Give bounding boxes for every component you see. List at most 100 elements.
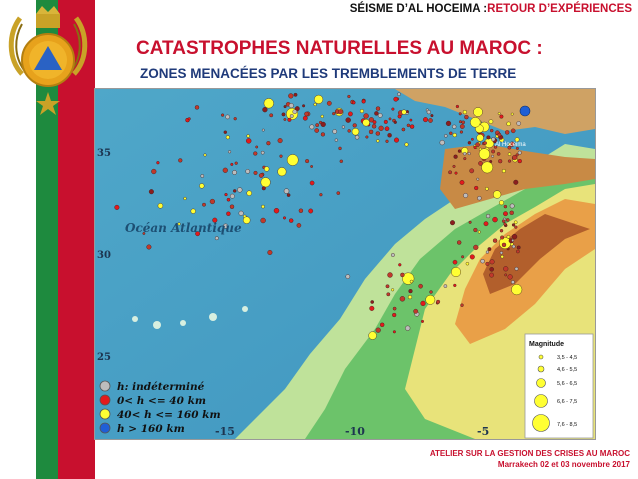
earthquake-marker <box>511 284 523 296</box>
earthquake-marker <box>421 319 425 323</box>
earthquake-marker <box>269 113 274 118</box>
earthquake-marker <box>273 207 280 214</box>
earthquake-marker <box>490 128 494 133</box>
earthquake-marker <box>390 253 395 257</box>
earthquake-marker <box>485 250 489 254</box>
earthquake-marker <box>478 148 491 160</box>
earthquake-marker <box>493 190 502 199</box>
earthquake-marker <box>156 161 160 165</box>
earthquake-marker <box>177 222 181 226</box>
earthquake-marker <box>461 255 465 259</box>
earthquake-marker <box>352 123 357 128</box>
earthquake-marker <box>314 94 324 104</box>
earthquake-marker <box>387 272 393 278</box>
earthquake-marker <box>467 152 471 156</box>
earthquake-marker <box>203 153 207 157</box>
earthquake-marker <box>286 193 291 197</box>
earthquake-marker <box>178 158 183 163</box>
earthquake-marker <box>393 120 397 124</box>
earthquake-marker <box>315 123 320 127</box>
earthquake-marker <box>237 187 243 193</box>
footer-event-name: ATELIER SUR LA GESTION DES CRISES AU MAR… <box>429 449 630 458</box>
earthquake-marker <box>420 300 426 307</box>
iberia-land <box>395 89 595 134</box>
earthquake-marker <box>489 259 495 265</box>
earthquake-marker <box>183 196 187 201</box>
earthquake-marker <box>233 117 237 121</box>
earthquake-marker <box>262 107 268 113</box>
earthquake-marker <box>408 289 413 294</box>
earthquake-marker <box>258 173 264 178</box>
earthquake-marker <box>378 125 384 131</box>
earthquake-marker <box>374 111 379 116</box>
earthquake-marker <box>506 235 511 239</box>
depth-legend-label-3: 40< h <= 160 km <box>117 409 221 421</box>
earthquake-marker <box>283 105 287 109</box>
earthquake-marker <box>451 266 462 277</box>
earthquake-marker <box>476 134 484 142</box>
earthquake-marker <box>473 244 479 251</box>
earthquake-marker <box>281 112 286 117</box>
earthquake-marker <box>516 245 521 250</box>
earthquake-marker <box>511 223 516 227</box>
earthquake-marker <box>470 137 474 141</box>
earthquake-marker <box>502 219 506 223</box>
earthquake-marker <box>448 170 452 175</box>
page-title: CATASTROPHES NATURELLES AU MAROC : <box>136 38 543 59</box>
earthquake-marker <box>400 272 405 278</box>
canary-island-2 <box>153 321 161 329</box>
earthquake-marker <box>500 254 504 259</box>
earthquake-marker <box>461 120 466 125</box>
earthquake-marker <box>292 109 298 115</box>
earthquake-marker <box>359 109 364 114</box>
earthquake-marker <box>309 180 315 186</box>
earthquake-marker <box>460 303 464 307</box>
earthquake-marker <box>506 121 511 126</box>
earthquake-marker <box>444 134 448 138</box>
earthquake-marker <box>363 113 369 119</box>
deep-earthquake-marker <box>519 105 531 117</box>
earthquake-marker <box>371 124 377 129</box>
earthquake-marker <box>499 114 504 119</box>
earthquake-marker <box>320 132 325 137</box>
earthquake-marker <box>503 204 508 209</box>
earthquake-marker <box>368 331 377 340</box>
earthquake-marker <box>425 294 436 305</box>
earthquake-marker <box>463 157 467 161</box>
earthquake-marker <box>326 100 332 106</box>
earthquake-marker <box>223 223 229 229</box>
earthquake-marker <box>485 261 490 266</box>
earthquake-marker <box>455 104 459 109</box>
earthquake-marker <box>394 137 400 143</box>
earthquake-marker <box>501 168 506 173</box>
lon-tick-minus-15: -15 <box>215 425 235 438</box>
earthquake-marker <box>345 117 351 123</box>
earthquake-marker <box>474 185 479 191</box>
earthquake-marker <box>209 198 216 205</box>
earthquake-marker <box>475 142 480 147</box>
earthquake-marker <box>426 110 431 115</box>
earthquake-marker <box>491 149 495 154</box>
earthquake-marker <box>375 327 381 333</box>
earthquake-marker <box>246 134 250 138</box>
earthquake-marker <box>409 279 414 284</box>
earthquake-marker <box>445 120 452 127</box>
earthquake-marker <box>486 135 491 140</box>
earthquake-marker <box>465 261 470 266</box>
earthquake-marker <box>508 142 512 146</box>
earthquake-marker <box>261 128 265 132</box>
earthquake-marker <box>505 218 510 222</box>
earthquake-marker <box>393 96 399 102</box>
depth-legend-swatch-yellow <box>99 408 111 420</box>
earthquake-marker <box>337 109 343 115</box>
earthquake-marker <box>308 208 314 214</box>
earthquake-marker <box>397 92 401 96</box>
earthquake-marker <box>242 216 251 224</box>
earthquake-marker <box>503 266 509 272</box>
earthquake-marker <box>498 159 503 164</box>
earthquake-marker <box>512 154 518 161</box>
depth-legend-label-2: 0< h <= 40 km <box>117 395 206 407</box>
earthquake-marker <box>392 330 396 334</box>
earthquake-marker <box>477 195 482 201</box>
earthquake-marker <box>453 154 458 159</box>
